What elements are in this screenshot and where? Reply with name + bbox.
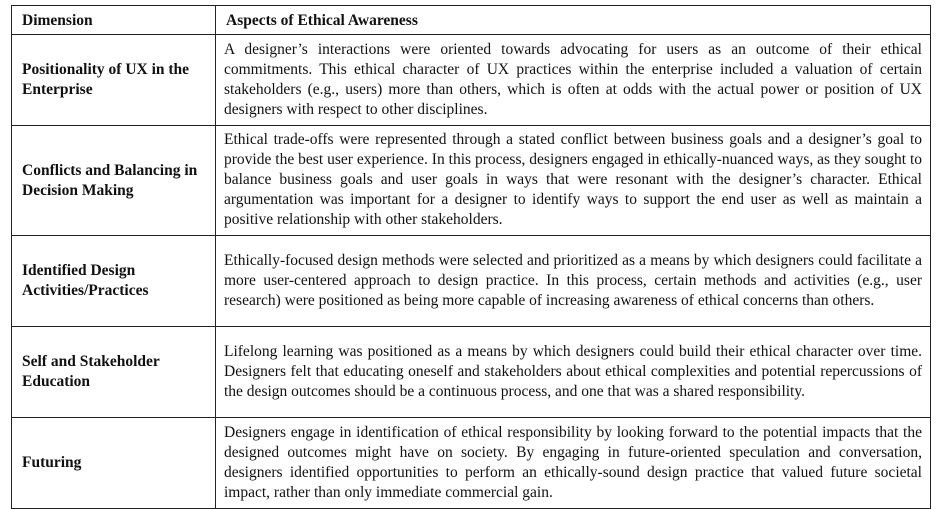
table-row: Identified Design Activities/Practices E…	[11, 235, 931, 327]
ethical-awareness-table: Dimension Aspects of Ethical Awareness P…	[11, 5, 931, 509]
aspects-cell: A designer’s interactions were oriented …	[215, 34, 931, 126]
aspects-cell: Lifelong learning was positioned as a me…	[215, 326, 931, 418]
table-row: Self and Stakeholder Education Lifelong …	[11, 326, 931, 418]
dimension-cell: Identified Design Activities/Practices	[11, 235, 216, 327]
aspects-cell: Ethical trade-offs were represented thro…	[215, 125, 931, 236]
table-row: Positionality of UX in the Enterprise A …	[11, 34, 931, 126]
dimension-cell: Positionality of UX in the Enterprise	[11, 34, 216, 126]
table-header-row: Dimension Aspects of Ethical Awareness	[11, 5, 931, 35]
table-row: Conflicts and Balancing in Decision Maki…	[11, 125, 931, 236]
dimension-cell: Self and Stakeholder Education	[11, 326, 216, 418]
dimension-cell: Conflicts and Balancing in Decision Maki…	[11, 125, 216, 236]
table-row: Futuring Designers engage in identificat…	[11, 417, 931, 509]
aspects-cell: Designers engage in identification of et…	[215, 417, 931, 509]
header-dimension: Dimension	[11, 5, 216, 35]
aspects-cell: Ethically-focused design methods were se…	[215, 235, 931, 327]
dimension-cell: Futuring	[11, 417, 216, 509]
header-aspects: Aspects of Ethical Awareness	[215, 5, 931, 35]
